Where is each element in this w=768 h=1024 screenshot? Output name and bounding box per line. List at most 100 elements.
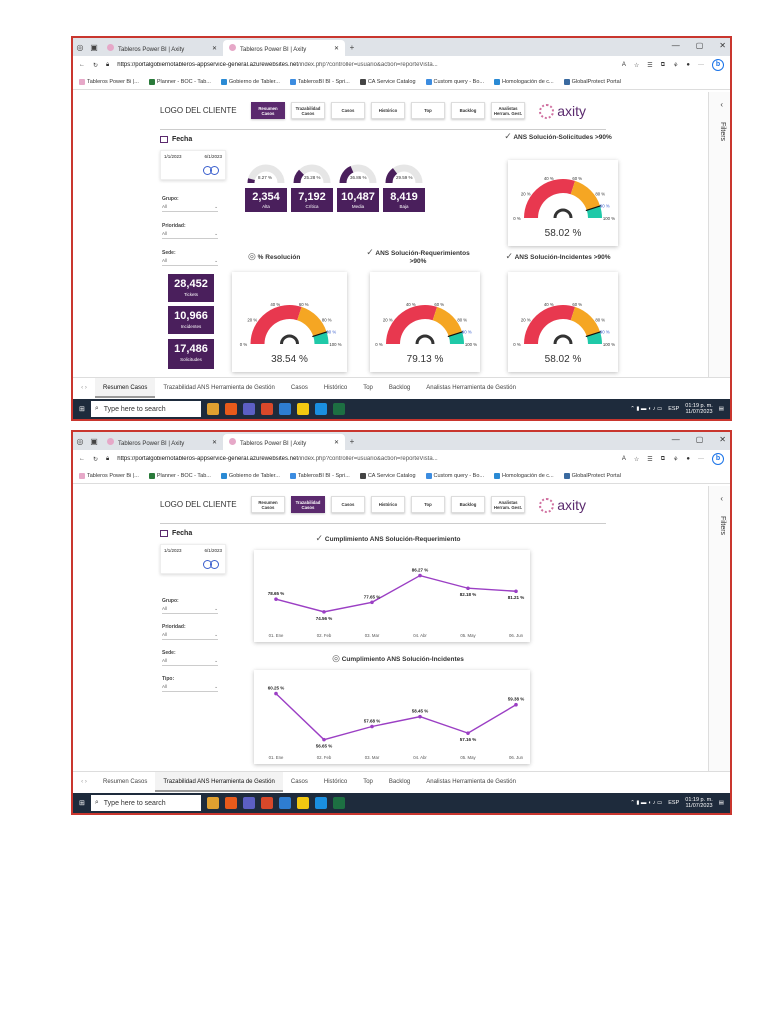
nav-trazabilidad-casos[interactable]: Trazabilidad Casos	[291, 496, 325, 513]
more-icon[interactable]: ···	[698, 62, 704, 68]
slider-handles-icon[interactable]	[203, 560, 219, 569]
fav-item[interactable]: TablerosBI BI - Spri...	[289, 78, 350, 85]
page-tab-backlog[interactable]: Backlog	[388, 778, 411, 785]
close-window-icon[interactable]: ✕	[719, 41, 726, 50]
close-icon[interactable]: ✕	[333, 439, 339, 446]
sede-dropdown[interactable]: All ⌄	[162, 258, 218, 266]
fav-item[interactable]: Planner - BOC - Tab...	[148, 472, 211, 479]
app-icon[interactable]	[206, 797, 219, 809]
date-range-slicer[interactable]: 1/1/2023 6/1/2023	[160, 150, 226, 180]
filters-pane[interactable]: ‹ Filters	[708, 486, 730, 771]
chevron-left-icon[interactable]: ‹	[720, 494, 723, 503]
page-tab-backlog[interactable]: Backlog	[388, 384, 411, 391]
browser-tab-2[interactable]: Tableros Power BI | Axity ✕	[223, 40, 345, 56]
nav-analistas[interactable]: Analistas Herram. Gest.	[491, 496, 525, 513]
date-range-slicer[interactable]: 1/1/2023 6/1/2023	[160, 544, 226, 574]
edge-icon[interactable]	[314, 403, 327, 415]
date-start[interactable]: 1/1/2023	[164, 154, 182, 159]
fav-item[interactable]: Gobierno de Tabler...	[220, 472, 280, 479]
minimize-icon[interactable]: —	[671, 435, 680, 444]
close-icon[interactable]: ✕	[211, 45, 217, 52]
nav-historico[interactable]: Histórico	[371, 496, 405, 513]
fav-item[interactable]: CA Service Catalog	[359, 472, 416, 479]
tab-actions-icon[interactable]: ▣	[90, 42, 98, 52]
nav-trazabilidad-casos[interactable]: Trazabilidad Casos	[291, 102, 325, 119]
office-icon[interactable]	[260, 797, 273, 809]
fav-item[interactable]: CA Service Catalog	[359, 78, 416, 85]
tray-icons[interactable]: ⌃ ▮ ▬ ◖ ♪ ▭	[630, 800, 663, 806]
taskbar-search[interactable]: ⌕ Type here to search	[90, 795, 201, 811]
date-end[interactable]: 6/1/2023	[204, 548, 222, 553]
profile-icon[interactable]: ◎	[76, 42, 84, 52]
nav-analistas[interactable]: Analistas Herram. Gest.	[491, 102, 525, 119]
gauge-incidentes[interactable]: 0 % 20 % 40 % 60 % 80 % 100 % 90 % 58.02 %	[508, 272, 618, 372]
page-tab-resumen[interactable]: Resumen Casos	[95, 377, 156, 398]
edge-icon[interactable]	[314, 797, 327, 809]
gauge-resolucion[interactable]: 0 % 20 % 40 % 60 % 80 % 100 % 90 % 38.54 %	[232, 272, 347, 372]
page-tab-top[interactable]: Top	[363, 778, 373, 785]
new-tab-icon[interactable]: +	[349, 42, 355, 52]
nav-resumen-casos[interactable]: Resumen Casos	[251, 102, 285, 119]
chrome-icon[interactable]	[224, 403, 237, 415]
refresh-icon[interactable]: ↻	[93, 456, 99, 463]
prioridad-dropdown[interactable]: All ⌄	[162, 231, 218, 239]
fav-item[interactable]: GlobalProtect Portal	[563, 78, 621, 85]
fav-item[interactable]: Tableros Power Bi |...	[79, 472, 139, 479]
sede-dropdown[interactable]: All ⌄	[162, 658, 218, 666]
tab-actions-icon[interactable]: ▣	[90, 436, 98, 446]
nav-backlog[interactable]: Backlog	[451, 496, 485, 513]
date-end[interactable]: 6/1/2023	[204, 154, 222, 159]
clock[interactable]: 01:19 p. m. 11/07/2023	[685, 797, 713, 809]
page-tab-casos[interactable]: Casos	[290, 384, 308, 391]
tab-scroll-icon[interactable]: ‹ ›	[81, 778, 87, 785]
favorite-star-icon[interactable]: ☆	[633, 456, 640, 463]
url-field[interactable]: https://portalgobiernotableros-appservic…	[117, 456, 614, 462]
nav-backlog[interactable]: Backlog	[451, 102, 485, 119]
language-indicator[interactable]: ESP	[668, 800, 680, 806]
profile-icon[interactable]: ◎	[76, 436, 84, 446]
collections-icon[interactable]: ⧉	[660, 455, 665, 462]
line-chart-incidentes[interactable]: 60.25 % 01. Ene 56.65 % 02. Feb 57.68 % 03. M…	[254, 670, 530, 764]
close-icon[interactable]: ✕	[333, 45, 339, 52]
nav-top[interactable]: Top	[411, 496, 445, 513]
fav-item[interactable]: Custom query - Bo...	[425, 472, 484, 479]
nav-casos[interactable]: Casos	[331, 102, 365, 119]
excel-icon[interactable]	[332, 797, 345, 809]
page-tab-casos[interactable]: Casos	[290, 778, 308, 785]
teams-icon[interactable]	[242, 403, 255, 415]
extensions-icon[interactable]: ⚘	[672, 456, 679, 463]
page-tab-analistas[interactable]: Analistas Herramienta de Gestión	[426, 778, 516, 785]
gauge-requerimientos[interactable]: 0 % 20 % 40 % 60 % 80 % 100 % 90 % 79.13 %	[370, 272, 480, 372]
notification-icon[interactable]: ▤	[718, 406, 724, 412]
powerbi-icon[interactable]	[296, 797, 309, 809]
browser-tab-1[interactable]: Tableros Power BI | Axity ✕	[101, 40, 223, 56]
url-field[interactable]: https://portalgobiernotableros-appservic…	[117, 62, 614, 68]
fav-item[interactable]: Homologación de c...	[493, 472, 554, 479]
bing-icon[interactable]: b	[712, 453, 724, 465]
bing-icon[interactable]: b	[712, 59, 724, 71]
notification-icon[interactable]: ▤	[718, 800, 724, 806]
page-tab-historico[interactable]: Histórico	[323, 384, 348, 391]
windows-start-icon[interactable]: ⊞	[79, 406, 85, 413]
tab-scroll-icon[interactable]: ‹ ›	[81, 384, 87, 391]
office-icon[interactable]	[260, 403, 273, 415]
nav-top[interactable]: Top	[411, 102, 445, 119]
windows-start-icon[interactable]: ⊞	[79, 800, 85, 807]
new-tab-icon[interactable]: +	[349, 436, 355, 446]
slider-handles-icon[interactable]	[203, 166, 219, 175]
browser-tab-2[interactable]: Tableros Power BI | Axity ✕	[223, 434, 345, 450]
grupo-dropdown[interactable]: All ⌄	[162, 204, 218, 212]
taskbar-search[interactable]: ⌕ Type here to search	[90, 401, 201, 417]
back-icon[interactable]: ←	[79, 62, 85, 68]
fav-item[interactable]: Custom query - Bo...	[425, 78, 484, 85]
fav-item[interactable]: TablerosBI BI - Spri...	[289, 472, 350, 479]
fav-item[interactable]: Gobierno de Tabler...	[220, 78, 280, 85]
back-icon[interactable]: ←	[79, 456, 85, 462]
filters-label[interactable]: Filters	[719, 516, 726, 536]
chrome-icon[interactable]	[224, 797, 237, 809]
read-aloud-icon[interactable]: A	[621, 456, 626, 462]
avatar[interactable]: ●	[686, 456, 690, 462]
fav-item[interactable]: Homologación de c...	[493, 78, 554, 85]
more-icon[interactable]: ···	[698, 456, 704, 462]
prioridad-dropdown[interactable]: All ⌄	[162, 632, 218, 640]
